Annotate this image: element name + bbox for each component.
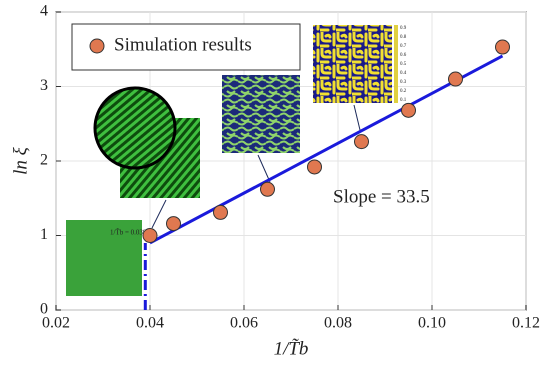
data-point	[143, 229, 157, 243]
data-point	[261, 182, 275, 196]
inset-maze	[313, 25, 392, 103]
y-axis-label: ln ξ	[10, 146, 31, 175]
x-tick-label: 0.04	[136, 315, 164, 332]
colorbar-tick-label: 0.4	[400, 71, 407, 76]
legend-marker	[90, 39, 104, 53]
data-point	[449, 72, 463, 86]
y-tick-label: 1	[40, 226, 48, 243]
data-point	[214, 205, 228, 219]
y-tick-label: 2	[40, 152, 48, 169]
colorbar-tick-label: 0.9	[400, 26, 407, 31]
x-tick-label: 0.12	[512, 315, 540, 332]
inset-maze	[222, 75, 300, 153]
colorbar-tick-label: 0.3	[400, 80, 407, 85]
x-axis-label: 1/T̃b	[274, 338, 309, 359]
colorbar-tick-label: 0.8	[400, 35, 407, 40]
colorbar	[394, 25, 398, 103]
data-point	[496, 40, 510, 54]
colorbar-tick-label: 0.5	[400, 62, 407, 67]
x-tick-label: 0.08	[324, 315, 352, 332]
chart: 1/T̃b = 0.039 0.9 0.8 0.7 0.6 0.5 0.4 0.3 0.2 0.…	[0, 0, 552, 369]
colorbar-tick-label: 0.2	[400, 89, 407, 94]
data-point	[167, 217, 181, 231]
y-tick-label: 3	[40, 77, 48, 94]
legend-label: Simulation results	[114, 34, 252, 55]
annotation: Slope = 33.5	[333, 186, 430, 207]
colorbar-tick-label: 0.1	[400, 98, 407, 103]
colorbar-tick-label: 0.7	[400, 44, 407, 49]
data-point	[402, 103, 416, 117]
x-tick-label: 0.06	[230, 315, 258, 332]
inset-label: 1/T̃b = 0.039	[110, 228, 147, 236]
data-point	[355, 135, 369, 149]
x-tick-label: 0.10	[418, 315, 446, 332]
y-tick-label: 4	[40, 3, 48, 20]
colorbar-tick-label: 0.6	[400, 53, 407, 58]
y-tick-label: 0	[40, 301, 48, 318]
data-point	[308, 160, 322, 174]
